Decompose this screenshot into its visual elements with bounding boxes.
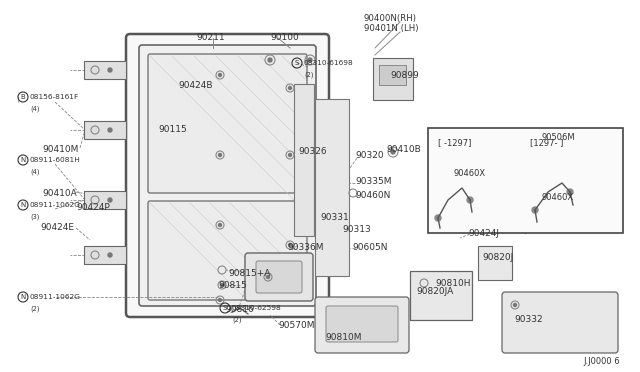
Text: 90401N (LH): 90401N (LH) <box>364 23 419 32</box>
Circle shape <box>221 283 223 286</box>
Text: 90424J: 90424J <box>468 230 499 238</box>
Text: 90460N: 90460N <box>355 192 390 201</box>
Text: 90605N: 90605N <box>352 244 387 253</box>
Text: 90100: 90100 <box>270 33 299 42</box>
Circle shape <box>108 198 112 202</box>
Text: (4): (4) <box>30 169 40 175</box>
Text: 90332: 90332 <box>514 315 543 324</box>
Text: 90400N(RH): 90400N(RH) <box>364 13 417 22</box>
Text: 90506M: 90506M <box>542 132 575 141</box>
Text: 90460X: 90460X <box>542 192 574 202</box>
Text: (2): (2) <box>304 72 314 78</box>
Circle shape <box>266 276 269 279</box>
FancyBboxPatch shape <box>84 191 126 209</box>
Circle shape <box>567 189 573 195</box>
Circle shape <box>308 58 312 62</box>
Circle shape <box>218 74 221 77</box>
Circle shape <box>467 197 473 203</box>
FancyBboxPatch shape <box>294 84 314 236</box>
Text: S: S <box>295 60 299 66</box>
Text: S: S <box>223 305 227 311</box>
Text: 90810H: 90810H <box>435 279 470 288</box>
Text: [1297- ]: [1297- ] <box>530 138 563 148</box>
Text: 90899: 90899 <box>390 71 419 80</box>
Text: 90410A: 90410A <box>42 189 77 198</box>
Text: 90320: 90320 <box>355 151 383 160</box>
Circle shape <box>268 58 272 62</box>
Circle shape <box>108 68 112 72</box>
FancyBboxPatch shape <box>84 246 126 264</box>
Text: 90326: 90326 <box>298 148 326 157</box>
Text: 08310-62598: 08310-62598 <box>232 305 282 311</box>
Text: N: N <box>20 202 26 208</box>
Circle shape <box>218 224 221 227</box>
Text: (3): (3) <box>30 214 40 220</box>
FancyBboxPatch shape <box>139 45 316 306</box>
FancyBboxPatch shape <box>379 65 406 85</box>
FancyBboxPatch shape <box>126 34 329 317</box>
Circle shape <box>435 215 441 221</box>
FancyBboxPatch shape <box>148 201 307 300</box>
Circle shape <box>289 154 291 157</box>
FancyBboxPatch shape <box>315 99 349 276</box>
Text: 90424P: 90424P <box>76 203 109 212</box>
FancyBboxPatch shape <box>478 246 512 280</box>
Text: 90313: 90313 <box>342 225 371 234</box>
Circle shape <box>108 253 112 257</box>
Text: 08156-8161F: 08156-8161F <box>30 94 79 100</box>
Circle shape <box>289 244 291 247</box>
Text: 90810M: 90810M <box>325 334 362 343</box>
Circle shape <box>108 128 112 132</box>
Text: [ -1297]: [ -1297] <box>438 138 472 148</box>
Text: B: B <box>20 94 26 100</box>
Text: 08310-61698: 08310-61698 <box>304 60 354 66</box>
Text: 90570M: 90570M <box>278 321 314 330</box>
Text: (4): (4) <box>30 106 40 112</box>
Circle shape <box>289 87 291 90</box>
Text: J.J0000 6: J.J0000 6 <box>584 357 620 366</box>
Text: N: N <box>20 157 26 163</box>
Text: 90335M: 90335M <box>355 177 392 186</box>
Text: 90424E: 90424E <box>40 224 74 232</box>
FancyBboxPatch shape <box>373 58 413 100</box>
Text: 90815+A: 90815+A <box>228 269 270 278</box>
Text: 90424B: 90424B <box>178 80 212 90</box>
FancyBboxPatch shape <box>84 121 126 139</box>
Text: 90820J: 90820J <box>482 253 513 262</box>
Text: N: N <box>20 294 26 300</box>
Circle shape <box>532 207 538 213</box>
FancyBboxPatch shape <box>502 292 618 353</box>
Text: 90820JA: 90820JA <box>416 288 453 296</box>
Text: 90410B: 90410B <box>386 145 420 154</box>
Text: (2): (2) <box>232 317 241 323</box>
FancyBboxPatch shape <box>315 297 409 353</box>
Circle shape <box>513 304 516 307</box>
Text: 90815: 90815 <box>218 282 247 291</box>
FancyBboxPatch shape <box>326 306 398 342</box>
Text: 08911-1062G: 08911-1062G <box>30 294 81 300</box>
Text: 90410M: 90410M <box>42 145 78 154</box>
Text: 90460X: 90460X <box>453 170 485 179</box>
FancyBboxPatch shape <box>256 261 302 293</box>
Text: 90331: 90331 <box>320 214 349 222</box>
Text: 90115: 90115 <box>158 125 187 135</box>
Circle shape <box>218 298 221 301</box>
Text: 90211: 90211 <box>196 33 225 42</box>
FancyBboxPatch shape <box>148 54 307 193</box>
FancyBboxPatch shape <box>245 253 313 301</box>
Text: 08911-6081H: 08911-6081H <box>30 157 81 163</box>
Circle shape <box>218 154 221 157</box>
FancyBboxPatch shape <box>410 271 472 320</box>
FancyBboxPatch shape <box>428 128 623 233</box>
FancyBboxPatch shape <box>84 61 126 79</box>
Text: 90336M: 90336M <box>287 244 323 253</box>
Text: 08911-1062G: 08911-1062G <box>30 202 81 208</box>
Circle shape <box>391 150 395 154</box>
Text: 90816: 90816 <box>225 305 253 314</box>
Text: (2): (2) <box>30 306 40 312</box>
